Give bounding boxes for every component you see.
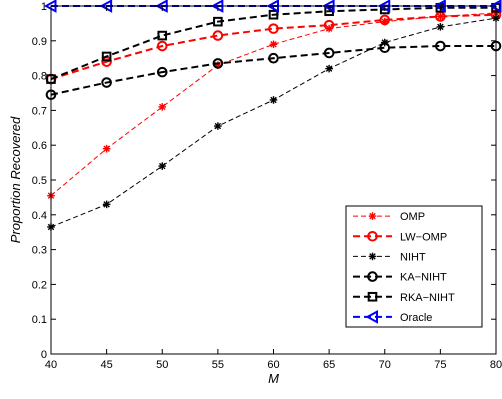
x-tick-label: 80 [490, 359, 502, 371]
legend-entry-rka-niht: RKA−NIHT [353, 292, 455, 304]
data-point-niht [158, 162, 167, 170]
legend-marker [368, 252, 377, 261]
legend-entry-oracle: Oracle [353, 310, 432, 324]
data-point-rka-niht [213, 16, 223, 27]
legend-label: NIHT [400, 251, 426, 263]
data-point-ka-niht [156, 66, 168, 78]
data-point-ka-niht [435, 40, 446, 52]
x-tick-label: 70 [379, 359, 391, 371]
legend-label: Oracle [400, 312, 432, 324]
y-tick-label: 0.6 [32, 140, 47, 152]
data-point-niht [269, 96, 278, 104]
legend-box [345, 205, 483, 328]
legend-label: OMP [400, 211, 425, 223]
x-tick-label: 50 [156, 359, 168, 371]
data-point-niht [214, 122, 222, 130]
legend-marker [367, 271, 378, 282]
legend-label: KA−NIHT [400, 272, 447, 284]
y-tick-label: 0 [41, 349, 47, 361]
data-point-rka-niht [157, 30, 168, 41]
x-tick-label: 75 [434, 359, 446, 371]
data-point-lw-omp [212, 30, 224, 41]
data-point-lw-omp [323, 19, 335, 31]
series-line-omp [50, 12, 497, 197]
axes: 40 45 50 55 60 65 70 75 80 0 0.1 0.2 0.3 0.4 0.5 0.6 0.7… [8, 1, 502, 386]
data-point-ka-niht [323, 47, 335, 59]
y-tick-label: 0.7 [32, 105, 47, 117]
data-point-omp [158, 103, 167, 111]
legend: OMP LW−OMP NIHT KA−NIHT RKA−NIHT Oracle [345, 205, 483, 328]
data-point-ka-niht [212, 58, 224, 69]
x-tick-label: 40 [45, 359, 57, 371]
x-tick-label: 65 [323, 359, 335, 371]
y-tick-label: 0.9 [32, 36, 47, 48]
data-point-rka-niht [101, 51, 112, 62]
y-tick-label: 0.3 [32, 245, 47, 257]
series-line-ka-niht [50, 45, 496, 96]
legend-label: RKA−NIHT [400, 292, 455, 304]
x-axis-title: M [268, 371, 279, 386]
series-line-rka-niht [50, 6, 496, 81]
legend-marker [367, 230, 378, 242]
data-point-niht [325, 64, 333, 73]
y-tick-label: 0.8 [32, 71, 47, 83]
y-axis-title: Proportion Recovered [8, 116, 23, 243]
legend-entry-ka-niht: KA−NIHT [353, 271, 447, 284]
data-point-omp [269, 40, 278, 49]
data-point-lw-omp [379, 14, 391, 26]
y-tick-label: 0.4 [32, 210, 47, 222]
legend-marker [367, 291, 378, 302]
legend-entry-omp: OMP [353, 211, 425, 223]
y-tick-label: 0.2 [32, 279, 47, 291]
legend-marker [368, 212, 377, 220]
series-line-lw-omp [50, 13, 497, 81]
legend-entry-lw-omp: LW−OMP [353, 230, 447, 243]
series-omp [47, 9, 500, 200]
y-tick-label: 0.5 [32, 175, 47, 187]
y-tick-label: 1 [41, 1, 47, 13]
x-tick-label: 45 [101, 359, 113, 371]
data-point-niht [436, 23, 445, 31]
series-ka-niht [45, 40, 502, 101]
legend-entry-niht: NIHT [353, 251, 426, 263]
x-tick-label: 60 [267, 359, 279, 371]
legend-label: LW−OMP [400, 231, 447, 243]
data-point-omp [102, 144, 111, 153]
series-line-niht [50, 17, 497, 228]
data-point-lw-omp [268, 23, 279, 34]
plot-area [43, 0, 502, 231]
data-point-ka-niht [379, 42, 391, 54]
x-tick-label: 55 [212, 359, 224, 371]
data-point-lw-omp [156, 40, 168, 52]
legend-marker [365, 310, 378, 324]
data-point-niht [102, 200, 111, 209]
data-point-ka-niht [268, 52, 279, 64]
y-tick-label: 0.1 [32, 314, 47, 326]
data-point-ka-niht [101, 77, 112, 88]
